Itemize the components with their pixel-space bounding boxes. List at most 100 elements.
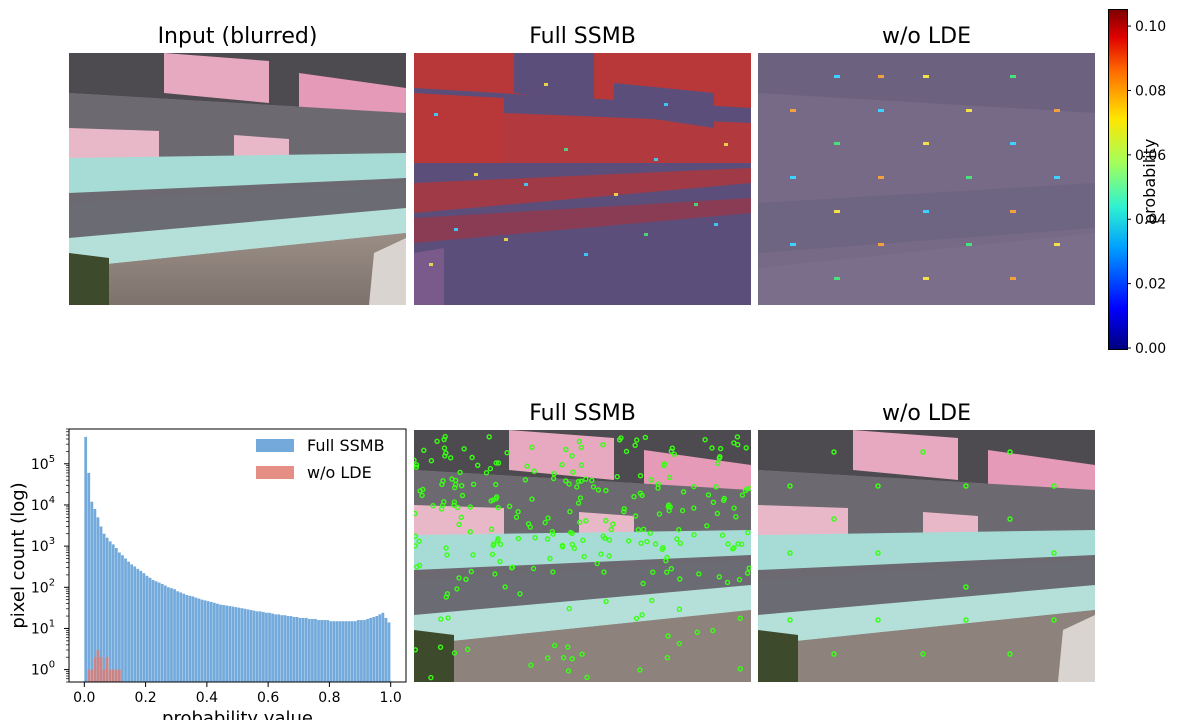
histogram-bar bbox=[108, 541, 112, 682]
histogram-bar bbox=[268, 612, 271, 682]
histogram-bar bbox=[105, 537, 109, 682]
histogram-bar bbox=[317, 620, 320, 682]
histogram-bar bbox=[90, 501, 94, 682]
x-tick-label: 0.6 bbox=[257, 690, 279, 706]
histogram-bar bbox=[298, 617, 302, 682]
histogram-bar bbox=[179, 592, 183, 682]
histogram-bar bbox=[90, 669, 94, 682]
histogram-series-wo-lde bbox=[87, 649, 121, 682]
histogram-bar bbox=[93, 508, 97, 682]
keypoint-markers bbox=[414, 433, 751, 681]
histogram-legend: Full SSMB w/o LDE bbox=[256, 436, 385, 482]
histogram-bar bbox=[105, 657, 109, 682]
histogram-bar bbox=[323, 620, 327, 682]
histogram-bar bbox=[157, 582, 161, 682]
histogram-bar bbox=[295, 616, 299, 682]
x-tick-label: 0.8 bbox=[318, 690, 340, 706]
legend-label: Full SSMB bbox=[307, 436, 385, 455]
histogram-bar bbox=[222, 605, 225, 682]
y-tick-label: 100 bbox=[31, 660, 55, 679]
panel-title-full-ssmb-keypoints: Full SSMB bbox=[529, 401, 636, 426]
histogram-bar bbox=[219, 604, 222, 682]
histogram-bar bbox=[280, 615, 284, 682]
panel-title-full-ssmb-prob: Full SSMB bbox=[529, 24, 636, 49]
histogram-bar bbox=[286, 616, 290, 682]
histogram-bar bbox=[375, 616, 379, 682]
histogram-bar bbox=[93, 657, 97, 682]
colorbar-tick-label: 0.02 bbox=[1135, 277, 1166, 293]
histogram-bar bbox=[329, 621, 333, 682]
histogram-bar bbox=[369, 617, 372, 682]
histogram-bar bbox=[353, 621, 357, 682]
histogram-bar bbox=[332, 621, 336, 682]
histogram-bar bbox=[289, 616, 293, 682]
histogram-series-full-ssmb bbox=[84, 436, 391, 682]
histogram-bar bbox=[163, 585, 167, 682]
panel-title-wo-lde-keypoints: w/o LDE bbox=[882, 401, 971, 426]
x-tick-label: 0.4 bbox=[196, 690, 218, 706]
histogram-bar bbox=[372, 616, 376, 682]
histogram-bar bbox=[127, 561, 130, 682]
full-ssmb-keypoint-image bbox=[414, 430, 751, 682]
histogram-bar bbox=[277, 614, 281, 682]
histogram-bar bbox=[118, 552, 121, 682]
histogram-bar bbox=[363, 620, 366, 682]
histogram-bar bbox=[99, 526, 103, 682]
histogram-bar bbox=[243, 608, 247, 682]
histogram-bar bbox=[167, 587, 170, 682]
histogram-bar bbox=[301, 617, 305, 682]
y-tick-label: 101 bbox=[31, 618, 55, 637]
full-ssmb-probability-map bbox=[414, 53, 751, 305]
colorbar-tick-label: 0.10 bbox=[1135, 19, 1166, 35]
histogram-bar bbox=[188, 595, 192, 682]
histogram-bar bbox=[381, 612, 385, 682]
panel-title-input: Input (blurred) bbox=[157, 24, 318, 49]
panel-title-wo-lde-prob: w/o LDE bbox=[882, 24, 971, 49]
histogram-bar bbox=[356, 620, 360, 682]
histogram-bar bbox=[344, 621, 348, 682]
colorbar-axis: 0.00 0.02 0.04 0.06 0.08 0.10 bbox=[1127, 19, 1166, 357]
histogram-bar bbox=[366, 618, 369, 682]
histogram-bar bbox=[142, 573, 146, 682]
y-tick-label: 102 bbox=[31, 577, 55, 596]
histogram-bar bbox=[258, 611, 262, 682]
histogram-bar bbox=[197, 598, 201, 682]
histogram-bar bbox=[114, 547, 118, 682]
legend-label: w/o LDE bbox=[307, 463, 372, 482]
keypoint-markers bbox=[787, 449, 1057, 657]
y-axis-label: pixel count (log) bbox=[8, 482, 29, 628]
histogram-bar bbox=[173, 589, 176, 682]
histogram-bar bbox=[265, 612, 268, 682]
histogram-bar bbox=[216, 603, 219, 682]
colorbar-tick-label: 0.04 bbox=[1135, 212, 1166, 228]
histogram-bar bbox=[182, 593, 186, 682]
histogram-bar bbox=[148, 577, 152, 682]
histogram-bar bbox=[320, 620, 323, 682]
histogram-bar bbox=[170, 588, 173, 682]
histogram-bar bbox=[234, 607, 238, 682]
x-axis-label: probability value bbox=[162, 708, 313, 720]
histogram-bar bbox=[209, 601, 213, 682]
histogram-bar bbox=[246, 609, 250, 682]
wo-lde-probability-map bbox=[758, 53, 1095, 305]
histogram-bar bbox=[338, 621, 342, 682]
histogram-bar bbox=[108, 669, 112, 682]
y-tick-label: 103 bbox=[31, 536, 55, 555]
histogram-bar bbox=[160, 584, 164, 682]
histogram-bar bbox=[145, 575, 149, 682]
histogram-bar bbox=[102, 533, 106, 682]
histogram-bar bbox=[194, 597, 198, 682]
histogram-bar bbox=[206, 601, 210, 682]
input-blurred-image bbox=[69, 53, 406, 305]
histogram-bar bbox=[347, 621, 351, 682]
histogram-bar bbox=[191, 596, 195, 682]
histogram-bar bbox=[136, 568, 140, 682]
probability-histogram: 0.0 0.2 0.4 0.6 0.8 1.0 100 101 102 103 104 105 prob… bbox=[8, 428, 407, 720]
histogram-bar bbox=[200, 599, 204, 682]
histogram-bar bbox=[252, 610, 256, 682]
histogram-bar bbox=[341, 621, 345, 682]
histogram-bar bbox=[114, 669, 118, 682]
histogram-bar bbox=[255, 611, 259, 682]
colorbar bbox=[1108, 9, 1128, 350]
histogram-bar bbox=[231, 606, 235, 682]
